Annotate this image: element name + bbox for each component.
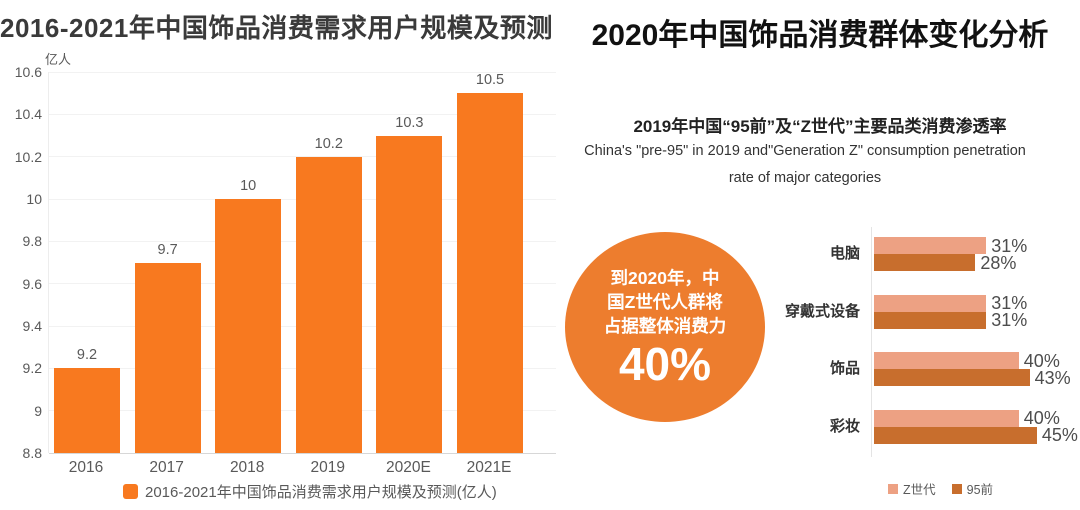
y-tick-label: 9.4 xyxy=(22,318,42,334)
category-label-1: 电脑 xyxy=(829,245,860,262)
hbar-95前-彩妆 xyxy=(874,426,1037,444)
y-tick-label: 9.6 xyxy=(22,275,42,292)
right-chart-legend: Z世代 95前 xyxy=(888,479,993,498)
right-subtitle-english-line1: China's "pre-95" in 2019 and"Generation … xyxy=(584,143,1026,159)
hbar-value-label: 43% xyxy=(1034,367,1071,388)
y-tick-label: 8.8 xyxy=(22,445,42,461)
circle-text-line3: 占据整体消费力 xyxy=(603,315,727,336)
x-tick-label: 2021E xyxy=(466,459,512,476)
hbar-Z世代-穿戴式设备 xyxy=(874,294,987,312)
legend-item-pre-95: 95前 xyxy=(951,479,994,498)
gridline xyxy=(49,113,556,115)
circle-text-line1: 到2020年，中 xyxy=(610,267,720,288)
highlight-circle-text: 到2020年，中 国Z世代人群将 占据整体消费力 xyxy=(604,266,727,338)
bar-value-label: 10.5 xyxy=(475,72,505,89)
hbar-95前-饰品 xyxy=(874,369,1030,387)
right-subtitle-english-line2: rate of major categories xyxy=(728,170,882,186)
legend-item-gen-z: Z世代 xyxy=(888,479,936,498)
bar-value-label: 10 xyxy=(240,178,257,194)
category-label-2: 穿戴式设备 xyxy=(784,302,860,320)
bar-value-label: 9.2 xyxy=(76,347,98,364)
hbar-value-label: 31% xyxy=(991,293,1028,314)
right-panel-title: 2020年中国饰品消费群体变化分析 xyxy=(591,19,1049,52)
hbar-value-label: 40% xyxy=(1023,350,1060,371)
gridline xyxy=(49,156,556,158)
legend-swatch-pre-95 xyxy=(951,483,962,494)
category-label-4: 彩妆 xyxy=(829,417,860,435)
x-tick-label: 2020E xyxy=(385,459,431,476)
gridline xyxy=(49,452,556,454)
right-subtitle-english: China's "pre-95" in 2019 and"Generation … xyxy=(545,138,1065,192)
circle-text-line2: 国Z世代人群将 xyxy=(607,291,723,312)
hbar-Z世代-彩妆 xyxy=(874,409,1019,427)
bar-2020E xyxy=(376,135,443,453)
left-chart-y-axis: 10.6 10.4 10.2 10 9.8 9.6 9.4 9.2 9 8.8 xyxy=(0,64,42,461)
x-tick-label: 2016 xyxy=(68,459,104,476)
hbar-value-label: 31% xyxy=(991,310,1028,331)
y-tick-label: 10.4 xyxy=(14,106,42,123)
left-chart-plot-area: 9.2 9.7 10 10.2 10.3 10.5 xyxy=(48,71,556,454)
y-tick-label: 10.2 xyxy=(14,148,42,165)
highlight-circle: 到2020年，中 国Z世代人群将 占据整体消费力 40% xyxy=(565,232,765,422)
hbar-Z世代-饰品 xyxy=(874,352,1019,370)
circle-big-value: 40% xyxy=(618,338,712,391)
bar-value-label: 10.3 xyxy=(395,114,424,131)
legend-label-gen-z: Z世代 xyxy=(903,483,936,497)
right-subtitle-chinese: 2019年中国“95前”及“Z世代”主要品类消费渗透率 xyxy=(633,117,1007,136)
bar-value-label: 10.2 xyxy=(314,135,343,152)
y-tick-label: 10 xyxy=(26,191,42,207)
y-tick-label: 9.8 xyxy=(22,233,42,250)
legend-swatch-orange xyxy=(123,484,138,499)
category-label-3: 饰品 xyxy=(829,360,860,378)
hbar-value-label: 45% xyxy=(1041,425,1078,446)
legend-label-pre-95: 95前 xyxy=(966,483,994,497)
gridline xyxy=(49,71,556,73)
x-tick-label: 2019 xyxy=(310,459,346,476)
hbar-95前-电脑 xyxy=(874,254,976,271)
hbar-Z世代-电脑 xyxy=(874,237,987,254)
x-tick-label: 2017 xyxy=(149,459,184,476)
y-axis-unit-label: 亿人 xyxy=(45,52,72,67)
left-chart-legend: 2016-2021年中国饰品消费需求用户规模及预测(亿人) xyxy=(123,481,497,502)
x-tick-label: 2018 xyxy=(229,459,265,476)
y-tick-label: 10.6 xyxy=(14,64,42,80)
bar-2017 xyxy=(134,262,201,453)
hbar-95前-穿戴式设备 xyxy=(874,311,987,329)
bar-2016 xyxy=(54,368,120,453)
hbar-value-label: 28% xyxy=(980,252,1017,273)
hbar-value-label: 40% xyxy=(1023,408,1060,429)
bar-2019 xyxy=(295,156,362,453)
bar-2021E xyxy=(457,93,523,453)
right-chart-axis-line xyxy=(871,227,872,457)
y-tick-label: 9 xyxy=(34,402,42,419)
hbar-value-label: 31% xyxy=(991,235,1028,256)
bar-value-label: 9.7 xyxy=(157,241,178,258)
bar-2018 xyxy=(215,199,282,453)
legend-swatch-gen-z xyxy=(888,483,898,494)
y-tick-label: 9.2 xyxy=(22,360,42,377)
legend-label: 2016-2021年中国饰品消费需求用户规模及预测(亿人) xyxy=(145,484,497,501)
left-chart-title: 2016-2021年中国饰品消费需求用户规模及预测 xyxy=(0,13,553,43)
